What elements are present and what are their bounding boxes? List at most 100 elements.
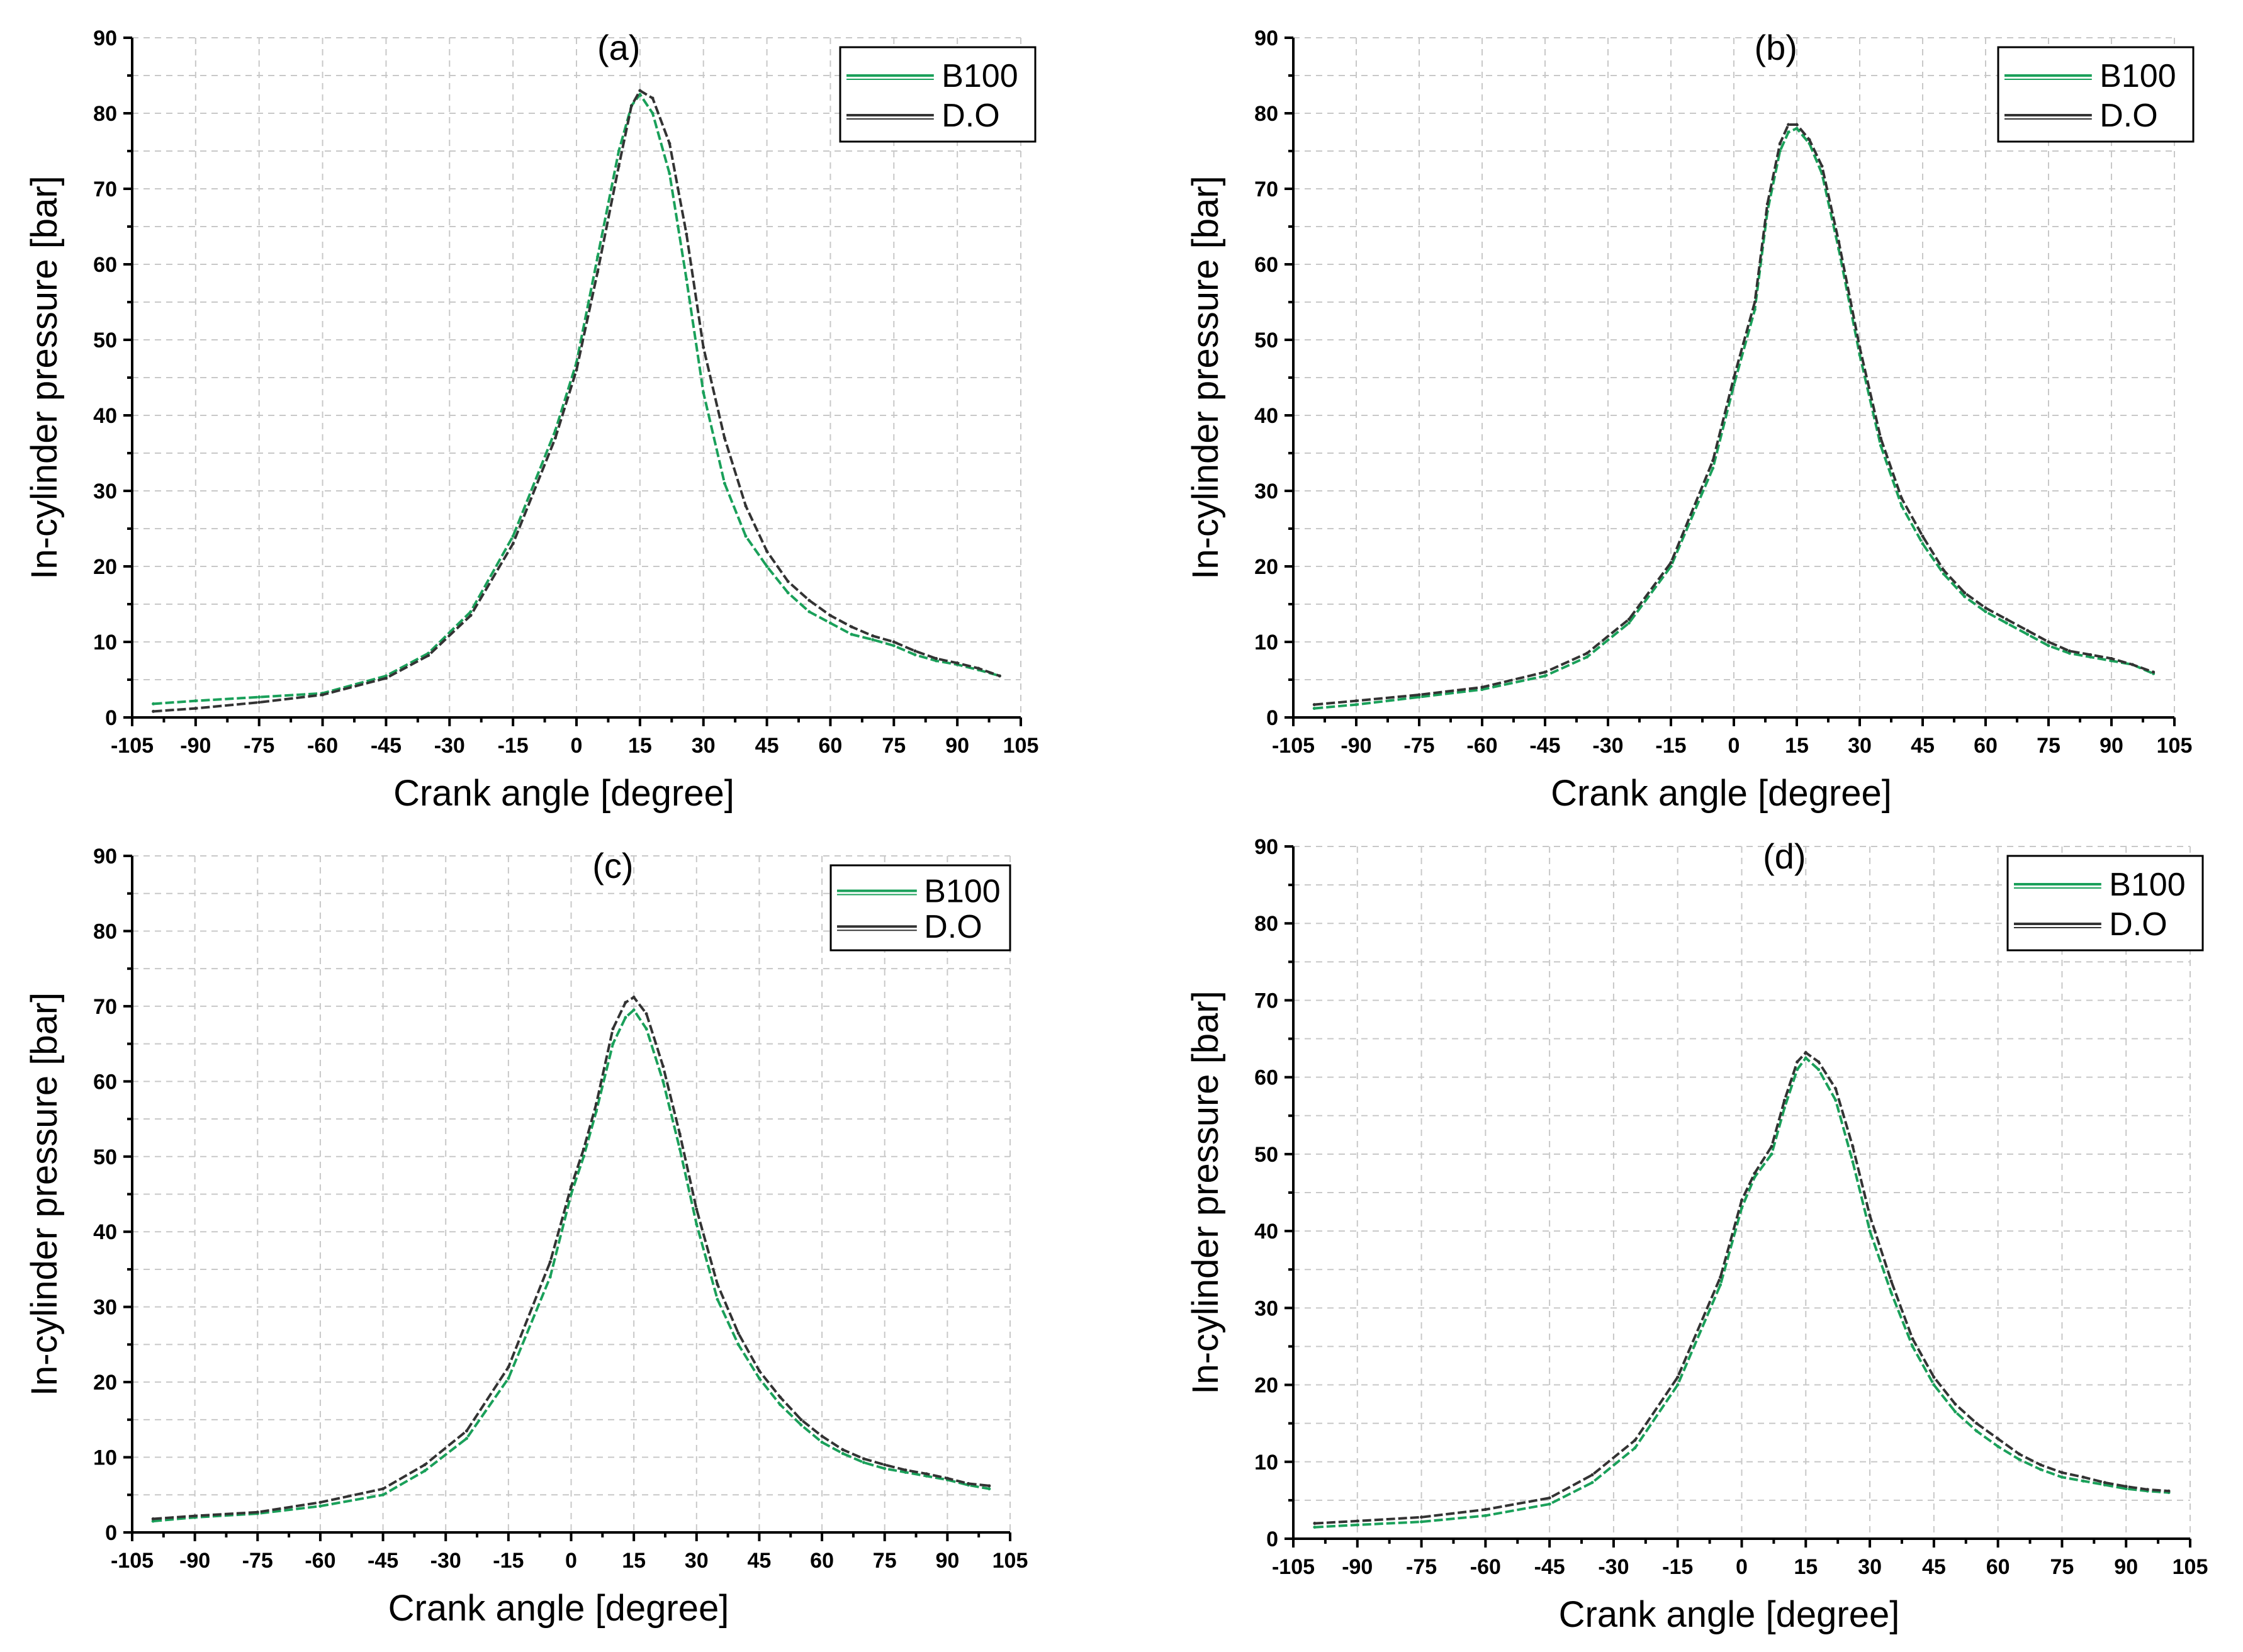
data-point <box>786 580 790 583</box>
data-point <box>617 149 621 153</box>
x-tick-label: -45 <box>1529 734 1560 758</box>
y-tick-label: 70 <box>93 995 117 1019</box>
data-point <box>945 1476 949 1480</box>
x-tick-label: 75 <box>2050 1555 2074 1579</box>
x-tick-label: 0 <box>1728 734 1740 758</box>
data-point <box>651 111 655 115</box>
data-point <box>1753 300 1757 304</box>
x-tick-label: 90 <box>945 734 969 758</box>
data-point <box>1719 1283 1723 1287</box>
data-point <box>2081 1479 2085 1483</box>
x-tick-label: 60 <box>819 734 843 758</box>
data-point <box>1953 1402 1957 1406</box>
data-point <box>1804 1051 1807 1055</box>
data-point <box>1817 1067 1821 1071</box>
x-tick-label: -15 <box>1655 734 1686 758</box>
data-point <box>427 651 430 655</box>
data-point <box>1740 1198 1743 1202</box>
data-point <box>194 707 198 711</box>
x-tick-label: -75 <box>242 1549 273 1573</box>
data-point <box>1817 1060 1821 1064</box>
data-point <box>685 278 689 281</box>
data-point <box>1787 123 1790 126</box>
x-axis-title: Crank angle [degree] <box>1551 773 1892 814</box>
x-tick-label: -15 <box>1662 1555 1693 1579</box>
series-do <box>152 89 1001 713</box>
y-tick-label: 10 <box>1254 631 1278 655</box>
data-point <box>1633 1439 1637 1442</box>
data-point <box>464 1437 468 1441</box>
data-point <box>1820 164 1824 168</box>
data-point <box>381 1493 385 1497</box>
data-point <box>1354 703 1358 707</box>
data-point <box>913 649 917 653</box>
data-point <box>716 1298 719 1301</box>
data-point <box>469 610 473 614</box>
data-point <box>871 638 875 641</box>
legend-box <box>1997 46 2195 143</box>
x-tick-label: -105 <box>1272 734 1315 758</box>
data-point <box>2026 629 2030 632</box>
data-point <box>1590 1473 1594 1477</box>
y-tick-label: 80 <box>93 919 117 943</box>
data-point <box>722 481 726 485</box>
y-tick-label: 60 <box>1254 253 1278 277</box>
data-point <box>702 391 706 395</box>
panel-title: (a) <box>597 28 640 67</box>
data-point <box>427 654 430 658</box>
x-tick-label: -105 <box>111 1549 154 1573</box>
data-point <box>2130 663 2134 666</box>
data-point <box>1417 693 1421 697</box>
data-point <box>553 429 557 432</box>
data-point <box>464 1429 468 1433</box>
series-line <box>153 89 1001 713</box>
data-point <box>596 255 600 259</box>
data-point <box>862 1461 865 1464</box>
data-point <box>1420 1520 1424 1524</box>
data-point <box>1543 674 1547 678</box>
y-tick-label: 50 <box>1254 329 1278 352</box>
y-tick-label: 10 <box>93 631 117 655</box>
y-tick-label: 30 <box>93 480 117 503</box>
data-point <box>807 598 811 602</box>
data-point <box>570 1185 573 1189</box>
grid <box>1293 846 2191 1539</box>
data-point <box>2103 1483 2106 1486</box>
legend-label: B100 <box>942 58 1018 94</box>
data-point <box>862 1457 865 1461</box>
legend-label: D.O <box>924 909 982 945</box>
y-tick-label: 80 <box>1254 102 1278 126</box>
legend-label: D.O <box>2100 98 2157 134</box>
y-tick-label: 40 <box>93 404 117 428</box>
data-point <box>1911 1344 1914 1348</box>
data-point <box>2067 651 2071 655</box>
legend-label: B100 <box>2109 867 2185 903</box>
legend-box <box>839 46 1037 143</box>
data-point <box>2067 649 2071 653</box>
data-point <box>548 1260 552 1264</box>
data-point <box>744 534 748 538</box>
data-point <box>193 1514 197 1518</box>
x-tick-label: -60 <box>305 1549 335 1573</box>
data-point <box>1312 707 1316 711</box>
y-tick-label: 10 <box>1254 1451 1278 1475</box>
data-point <box>629 104 633 108</box>
data-point <box>1719 1275 1723 1279</box>
x-tick-label: 0 <box>571 734 583 758</box>
data-point <box>1676 1375 1680 1379</box>
data-point <box>2145 1488 2149 1492</box>
data-point <box>1963 591 1967 595</box>
data-point <box>1953 1410 1957 1413</box>
data-point <box>1585 651 1589 655</box>
series-b100 <box>1312 126 2156 711</box>
data-point <box>1778 142 1782 145</box>
data-point <box>1627 621 1631 625</box>
data-point <box>1963 595 1967 598</box>
data-point <box>1996 1444 2000 1448</box>
data-point <box>2004 617 2008 621</box>
x-tick-label: 45 <box>1922 1555 1946 1579</box>
x-tick-label: 60 <box>810 1549 834 1573</box>
x-tick-label: 105 <box>2157 734 2193 758</box>
data-point <box>2026 632 2030 636</box>
